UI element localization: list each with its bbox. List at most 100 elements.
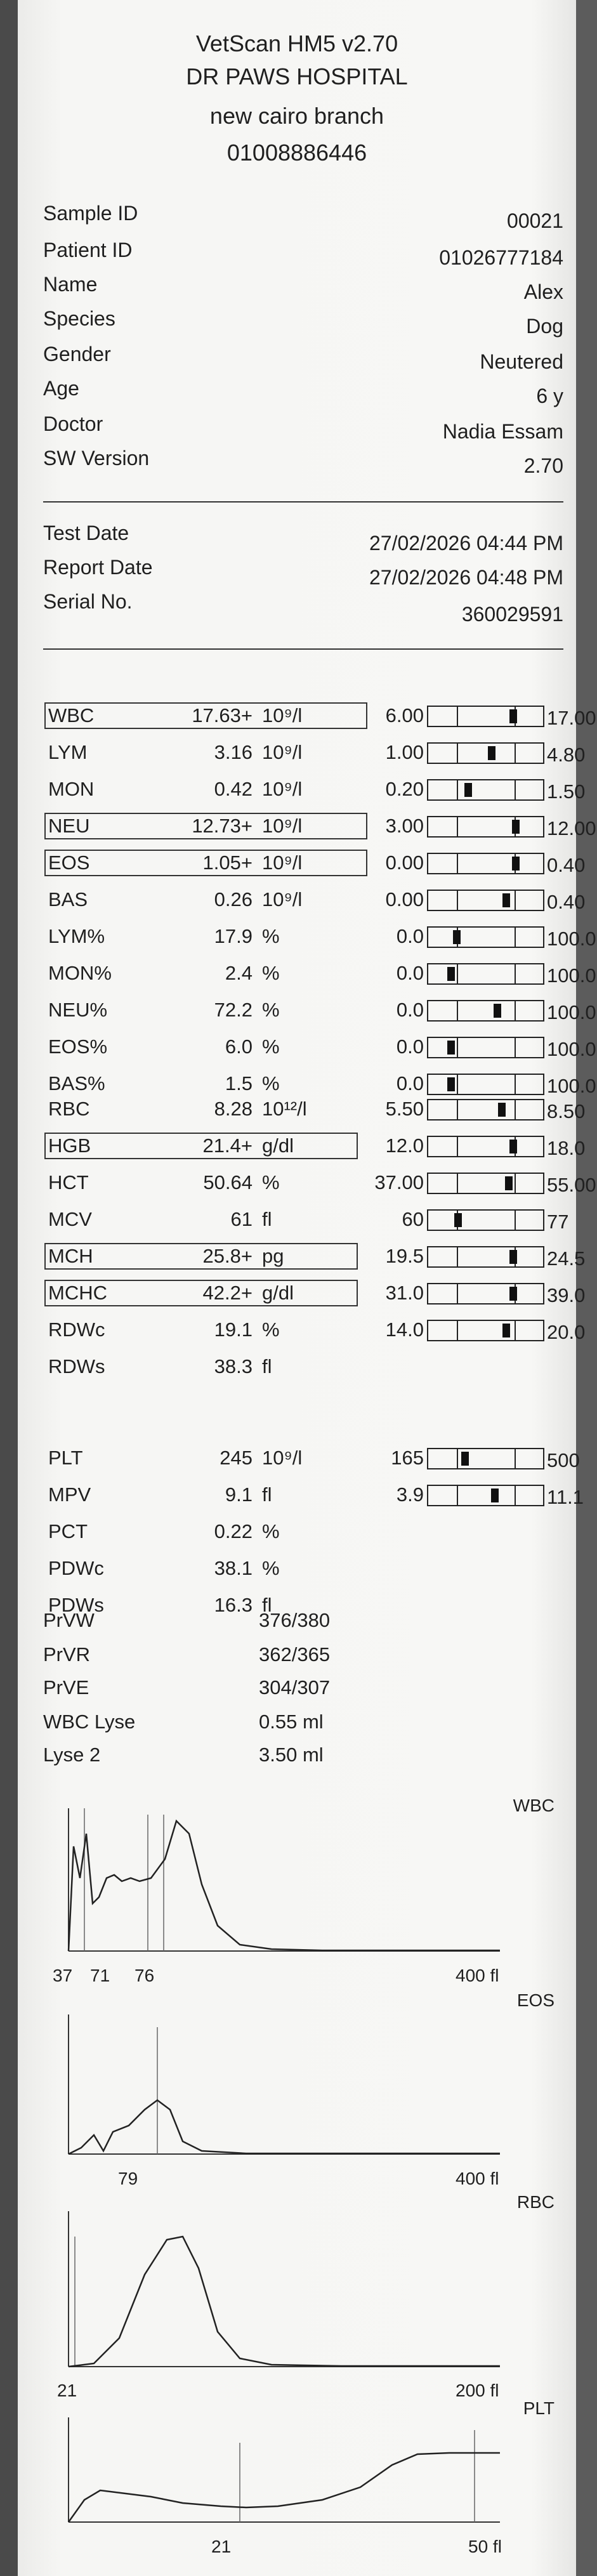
printout-paper: VetScan HM5 v2.70 DR PAWS HOSPITAL new c… [18, 0, 596, 2576]
qc-value: 0.55 ml [259, 1711, 324, 1733]
abnormal-box [44, 1133, 358, 1159]
param-value-number: 16.3 [214, 1594, 253, 1616]
param-value-number: 0.42 [214, 778, 253, 800]
range-bar [427, 1485, 544, 1506]
range-tick [457, 1038, 459, 1057]
param-unit: % [262, 925, 280, 947]
range-marker [453, 930, 461, 944]
param-unit: fl [262, 1483, 272, 1506]
range-marker [454, 1213, 463, 1227]
range-tick [457, 707, 459, 726]
range-marker [511, 820, 520, 834]
param-value-number: 6.0 [225, 1035, 253, 1058]
range-bar [427, 742, 544, 764]
param-value: 38.3 [170, 1355, 253, 1378]
range-low: 37.00 [374, 1171, 424, 1193]
range-high: 100.0 [547, 964, 596, 987]
range-marker [509, 709, 517, 723]
range-high: 39.0 [547, 1284, 586, 1306]
wbc-end-label: 400 fl [456, 1966, 499, 1985]
param-value-number: 61 [230, 1208, 253, 1230]
range-marker [447, 967, 456, 981]
param-name: MPV [48, 1483, 91, 1506]
param-name: PDWc [48, 1557, 104, 1579]
range-high: 24.5 [547, 1247, 586, 1270]
range-high: 4.80 [547, 744, 586, 766]
range-tick [457, 780, 459, 799]
param-value: 19.1 [170, 1318, 253, 1341]
range-low: 1.00 [385, 741, 424, 763]
range-high: 17.00 [547, 707, 596, 729]
param-value: 2.4 [170, 962, 253, 985]
param-name: PLT [48, 1447, 83, 1469]
param-unit: 10⁹/l [262, 815, 303, 837]
range-bar [427, 706, 544, 727]
range-low: 165 [391, 1447, 424, 1469]
param-value: 1.5 [170, 1072, 253, 1095]
plt-histogram [67, 2417, 500, 2523]
range-marker [493, 1004, 501, 1018]
param-unit: 10⁹/l [262, 778, 303, 800]
rbc-tick-21: 21 [57, 2381, 77, 2400]
range-low: 0.20 [385, 778, 424, 800]
param-value-number: 1.05 [202, 851, 241, 874]
range-bar [427, 1037, 544, 1058]
range-low: 0.0 [396, 1072, 424, 1094]
range-tick [457, 817, 459, 836]
param-value-number: 25.8 [202, 1245, 241, 1267]
range-high: 100.0 [547, 1001, 596, 1023]
range-tick [457, 1486, 459, 1505]
param-flag: + [240, 704, 253, 726]
range-tick [514, 1038, 516, 1057]
param-name: MON% [48, 962, 112, 984]
param-name: BAS [48, 888, 88, 910]
param-flag: + [240, 851, 253, 874]
info-label: Age [43, 377, 79, 400]
range-tick [514, 1321, 516, 1340]
param-name: NEU% [48, 999, 108, 1021]
range-high: 12.00 [547, 817, 596, 839]
info-label: Species [43, 307, 115, 330]
param-name: NEU [48, 815, 90, 837]
date-value: 360029591 [461, 603, 563, 626]
range-marker [490, 1488, 499, 1502]
range-high: 100.0 [547, 1038, 596, 1060]
range-marker [447, 1041, 456, 1055]
qc-value: 304/307 [259, 1676, 331, 1699]
wbc-tick-71: 71 [90, 1966, 110, 1985]
info-value: 2.70 [523, 454, 563, 477]
param-flag: + [240, 1245, 253, 1267]
param-name: MCH [48, 1245, 93, 1267]
range-high: 11.1 [547, 1486, 584, 1508]
clinic-phone: 01008886446 [226, 140, 367, 166]
range-tick [457, 964, 459, 983]
range-low: 0.0 [396, 925, 424, 947]
info-value: 01026777184 [439, 246, 563, 269]
range-bar [427, 1448, 544, 1469]
qc-label: PrVW [43, 1609, 95, 1631]
range-bar [427, 1136, 544, 1157]
range-marker [502, 893, 511, 907]
wbc-hist-title: WBC [513, 1796, 554, 1815]
range-high: 55.00 [547, 1174, 596, 1196]
param-value-number: 42.2 [202, 1282, 241, 1304]
param-name: BAS% [48, 1072, 105, 1094]
param-value: 21.4+ [170, 1134, 253, 1157]
info-label: Gender [43, 343, 111, 365]
param-unit: % [262, 1035, 280, 1058]
param-value-number: 19.1 [214, 1318, 253, 1341]
param-value: 0.26 [170, 888, 253, 911]
info-label: Patient ID [43, 239, 133, 261]
range-bar [427, 1320, 544, 1341]
param-value: 61 [170, 1208, 253, 1231]
range-low: 3.9 [396, 1483, 424, 1506]
abnormal-box [44, 1280, 358, 1306]
eos-end-label: 400 fl [456, 2169, 499, 2188]
param-value: 50.64 [170, 1171, 253, 1194]
param-unit: 10¹²/l [262, 1098, 307, 1120]
range-low: 3.00 [385, 815, 424, 837]
param-name: RDWs [48, 1355, 105, 1377]
param-name: LYM [48, 741, 88, 763]
abnormal-box [44, 850, 367, 876]
param-unit: 10⁹/l [262, 741, 303, 763]
